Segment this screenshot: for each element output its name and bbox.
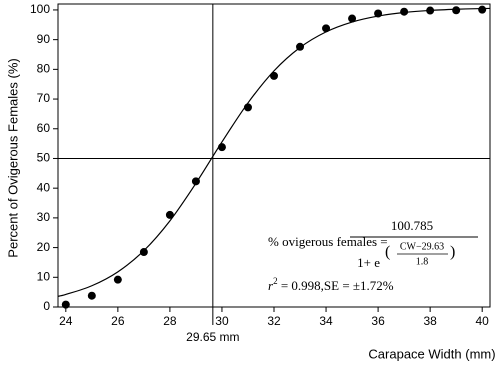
fit-curve — [57, 7, 491, 297]
paren-close: ) — [450, 244, 455, 261]
data-point — [61, 300, 70, 309]
exponent-numerator: CW−29.63 — [400, 241, 444, 252]
y-tick-label: 0 — [43, 299, 50, 313]
data-point — [270, 71, 278, 80]
data-point — [113, 275, 122, 284]
data-point — [217, 143, 226, 152]
equation-numerator: 100.785 — [391, 218, 433, 233]
y-tick-label: 100 — [30, 2, 50, 16]
y-tick-label: 70 — [37, 91, 51, 105]
y-tick-label: 40 — [37, 180, 51, 194]
data-point — [478, 5, 487, 14]
y-tick-label: 90 — [37, 32, 51, 46]
equation-denominator: 1+ e — [357, 255, 380, 270]
data-point — [348, 14, 357, 23]
x-tick-label: 38 — [423, 314, 437, 328]
y-tick-label: 20 — [37, 240, 51, 254]
x-tick-label: 28 — [163, 314, 177, 328]
y-axis-label: Percent of Ovigerous Females (%) — [5, 58, 20, 257]
stats-power: 2 — [273, 276, 278, 286]
x-tick-label: 32 — [267, 314, 281, 328]
reference-label: 29.65 mm — [186, 330, 239, 344]
x-tick-label: 30 — [215, 314, 229, 328]
data-point — [452, 6, 461, 15]
data-point — [87, 291, 96, 300]
paren-open: ( — [385, 244, 390, 261]
equation-lhs: % ovigerous females = — [268, 234, 388, 249]
data-point — [191, 177, 200, 186]
exponent-denominator: 1.8 — [416, 256, 429, 267]
y-tick-label: 60 — [37, 121, 51, 135]
data-point — [243, 103, 252, 112]
x-axis-label: Carapace Width (mm) — [368, 346, 495, 361]
data-point — [426, 6, 435, 15]
x-tick-label: 34 — [319, 314, 333, 328]
y-tick-label: 30 — [37, 210, 51, 224]
data-point — [322, 24, 331, 33]
data-point — [296, 42, 305, 51]
x-tick-label: 24 — [59, 314, 73, 328]
y-tick-label: 80 — [37, 62, 51, 76]
stats-r: r — [268, 278, 274, 293]
x-tick-label: 26 — [111, 314, 125, 328]
equation: % ovigerous females = 100.785 1+ e ( CW−… — [268, 218, 478, 293]
data-point — [374, 9, 383, 18]
equation-stats: r2 = 0.998,SE = ±1.72% — [268, 276, 394, 293]
x-tick-label: 40 — [476, 314, 490, 328]
stats-rest: = 0.998,SE = ±1.72% — [278, 278, 394, 293]
x-tick-label: 36 — [371, 314, 385, 328]
data-point — [165, 210, 174, 219]
y-tick-label: 50 — [37, 151, 51, 165]
y-tick-label: 10 — [37, 269, 51, 283]
data-point — [400, 7, 409, 16]
data-point — [139, 248, 148, 257]
